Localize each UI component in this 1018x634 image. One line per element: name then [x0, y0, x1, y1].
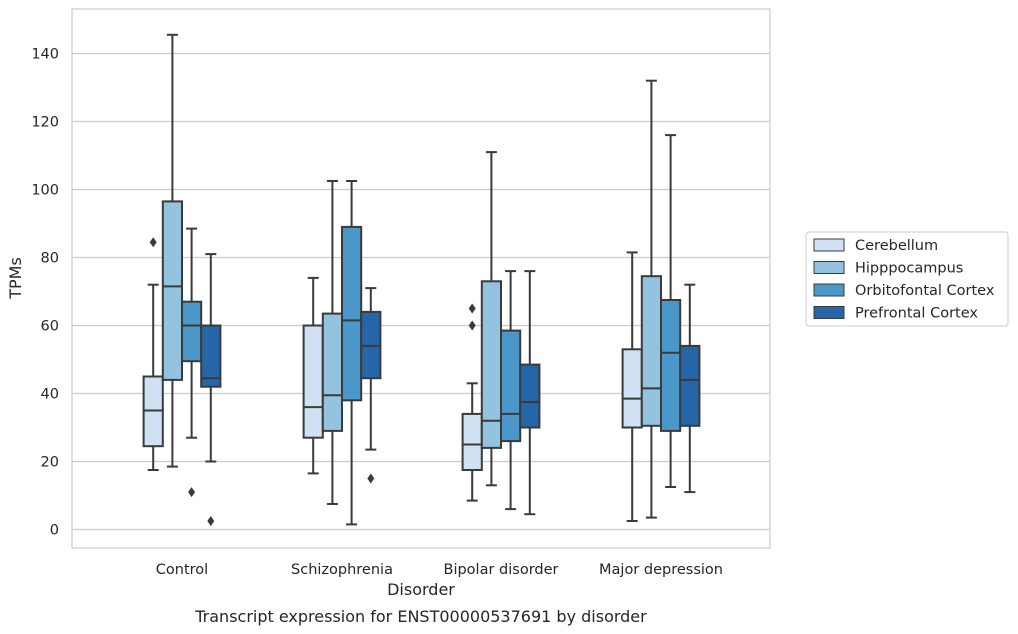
- legend-swatch: [813, 306, 845, 319]
- box-body: [181, 300, 203, 363]
- box-prefrontal-cortex-0: [200, 253, 222, 526]
- legend-label: Cerebellum: [855, 238, 938, 254]
- box-hipppocampus-0: [161, 33, 184, 468]
- chart-caption: Transcript expression for ENST0000053769…: [194, 607, 647, 626]
- y-tick-labels: 0 20 40 60 80 100 120 140: [31, 47, 59, 539]
- legend-swatch: [813, 283, 845, 297]
- x-tick-label: Schizophrenia: [291, 562, 393, 578]
- y-tick-label: 0: [50, 523, 59, 539]
- box-body: [200, 324, 222, 388]
- box-hipppocampus-1: [321, 180, 343, 505]
- outlier-point: [468, 320, 476, 331]
- x-tick-label: Major depression: [599, 562, 723, 578]
- legend-label: Hipppocampus: [855, 261, 963, 277]
- box-prefrontal-cortex-3: [679, 283, 701, 494]
- y-tick-label: 140: [31, 47, 59, 63]
- box-hipppocampus-2: [480, 151, 502, 487]
- box-body: [640, 275, 662, 427]
- box-body: [519, 363, 541, 429]
- box-body: [461, 412, 483, 471]
- x-axis-label: Disorder: [387, 580, 455, 599]
- box-hipppocampus-3: [640, 79, 662, 519]
- legend-label: Orbitofontal Cortex: [855, 283, 995, 299]
- y-tick-label: 60: [41, 319, 59, 335]
- box-body: [621, 348, 643, 429]
- y-tick-label: 20: [41, 455, 59, 471]
- box-body: [341, 225, 363, 402]
- box-cerebellum-0: [142, 237, 164, 471]
- outlier-point: [188, 487, 196, 498]
- y-tick-label: 100: [31, 183, 59, 199]
- outlier-point: [207, 516, 215, 526]
- box-orbitofontal-cortex-3: [660, 134, 682, 488]
- boxes: [142, 33, 701, 526]
- y-tick-label: 40: [41, 387, 59, 403]
- box-prefrontal-cortex-1: [360, 287, 382, 484]
- box-body: [660, 299, 682, 432]
- box-body: [302, 324, 324, 439]
- outlier-point: [367, 473, 375, 484]
- box-orbitofontal-cortex-1: [341, 180, 363, 526]
- x-tick-labels: Control Schizophrenia Bipolar disorder Majo…: [156, 562, 723, 578]
- y-tick-label: 120: [31, 115, 59, 131]
- legend-swatch: [813, 238, 845, 252]
- legend-label: Prefrontal Cortex: [855, 306, 978, 322]
- box-body: [679, 344, 701, 427]
- outlier-point: [149, 237, 157, 248]
- legend-swatch: [813, 261, 845, 274]
- outlier-point: [468, 303, 476, 314]
- box-body: [480, 280, 502, 449]
- plot-area-frame: [71, 8, 771, 549]
- box-body: [500, 329, 522, 443]
- x-tick-label: Bipolar disorder: [444, 562, 559, 578]
- y-axis-label: TPMs: [6, 257, 25, 300]
- y-tick-label: 80: [41, 251, 59, 267]
- legend-frame: [805, 231, 1009, 327]
- box-body: [321, 312, 343, 432]
- box-body: [161, 200, 184, 381]
- box-prefrontal-cortex-2: [519, 270, 541, 516]
- legend: Cerebellum Hipppocampus Orbitofontal Corte…: [805, 231, 1009, 327]
- x-tick-label: Control: [156, 562, 208, 578]
